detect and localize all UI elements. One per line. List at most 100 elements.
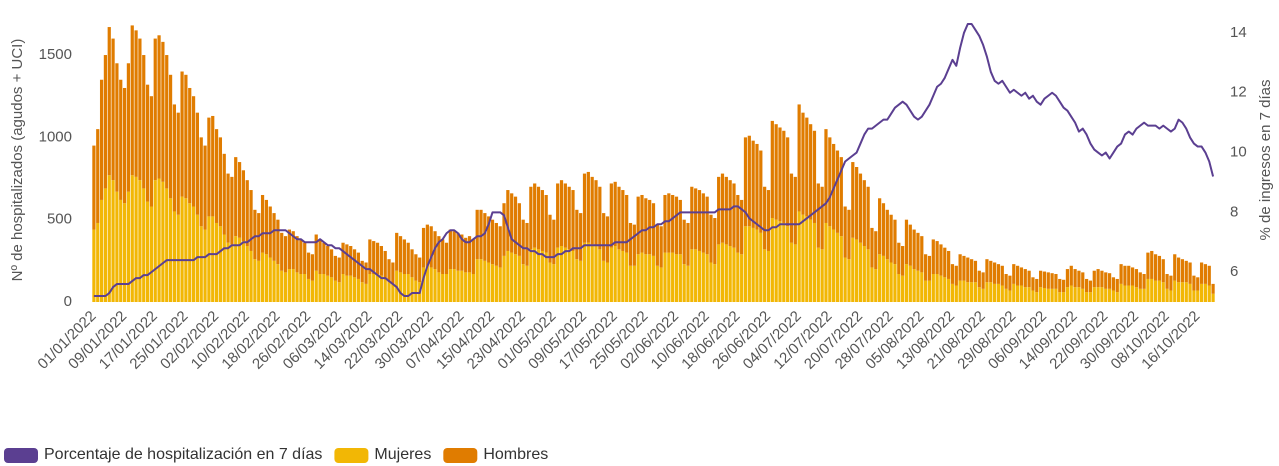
bar [260, 252, 265, 302]
bar [1169, 290, 1173, 302]
bar [1050, 273, 1054, 289]
bar [908, 265, 912, 302]
bar [1203, 283, 1208, 302]
bar [268, 257, 272, 302]
bar [962, 280, 966, 302]
bar [395, 232, 399, 271]
y2-tick-label: 6 [1230, 263, 1238, 280]
bar [529, 249, 533, 302]
bar [1138, 272, 1142, 289]
bar [1073, 269, 1077, 288]
bar [513, 254, 518, 302]
bar [812, 130, 817, 223]
bar [234, 236, 238, 302]
bar [1157, 255, 1162, 281]
bar [766, 190, 771, 251]
bar [793, 244, 797, 302]
bar [1146, 278, 1150, 302]
bar [425, 265, 429, 302]
bar [1042, 271, 1047, 289]
bar [437, 236, 441, 273]
bar [372, 274, 376, 302]
bar [908, 224, 912, 266]
bar [774, 124, 778, 220]
bar [1165, 274, 1169, 289]
bar [510, 193, 514, 253]
bar [701, 193, 705, 253]
bar [421, 267, 426, 302]
bar [609, 183, 613, 248]
bar [774, 219, 778, 302]
bar [92, 145, 96, 230]
bar [126, 63, 131, 192]
bar [513, 196, 518, 255]
bar [621, 190, 625, 251]
bar [253, 259, 257, 302]
bar [1038, 287, 1043, 302]
y2-tick-label: 12 [1230, 84, 1247, 101]
bar [548, 214, 552, 263]
bar [1184, 282, 1188, 302]
bar [843, 206, 847, 258]
bar [329, 249, 334, 278]
bar [674, 196, 679, 255]
bar [1046, 288, 1050, 302]
bar [801, 112, 805, 215]
bar [632, 265, 636, 302]
bar [1107, 273, 1112, 289]
bar [157, 35, 161, 179]
bar [920, 272, 924, 302]
bar [126, 191, 131, 302]
bar [318, 274, 322, 302]
bar [732, 183, 736, 248]
bar [1176, 257, 1181, 283]
line [93, 22, 1215, 298]
bar [1058, 278, 1062, 293]
bar [1096, 269, 1100, 288]
bar [517, 255, 521, 302]
bar [839, 157, 843, 237]
bar [222, 153, 226, 235]
bar [103, 188, 108, 302]
bar [188, 87, 192, 204]
bar [901, 275, 905, 302]
bar [1111, 277, 1116, 291]
bar [786, 226, 790, 302]
bar [145, 84, 150, 202]
bar [927, 255, 932, 281]
bar [632, 224, 636, 266]
bar [280, 232, 284, 271]
bar [165, 55, 169, 189]
bar [973, 282, 978, 302]
bar [241, 170, 246, 242]
bar [950, 283, 955, 302]
bar [299, 239, 303, 275]
bar [479, 259, 483, 302]
bar [874, 269, 878, 302]
bar [878, 198, 882, 255]
bar [299, 274, 303, 302]
bar [203, 145, 207, 230]
bar [107, 175, 111, 302]
bar [667, 193, 671, 253]
bar [552, 219, 556, 265]
bar [333, 280, 337, 302]
bar [1046, 272, 1050, 289]
bar [1084, 278, 1089, 293]
bar [345, 244, 349, 276]
bar [770, 218, 774, 302]
bar [218, 226, 223, 302]
bar [310, 280, 314, 302]
bar [1203, 264, 1208, 284]
bar [176, 112, 180, 215]
bar [598, 186, 602, 250]
bar [993, 262, 997, 284]
bar [924, 280, 928, 302]
bar [1100, 270, 1104, 288]
bar [713, 218, 717, 265]
bar [1004, 288, 1008, 302]
bar [1081, 272, 1085, 289]
bar [387, 259, 391, 283]
bar [966, 257, 970, 283]
bar [1077, 287, 1081, 302]
